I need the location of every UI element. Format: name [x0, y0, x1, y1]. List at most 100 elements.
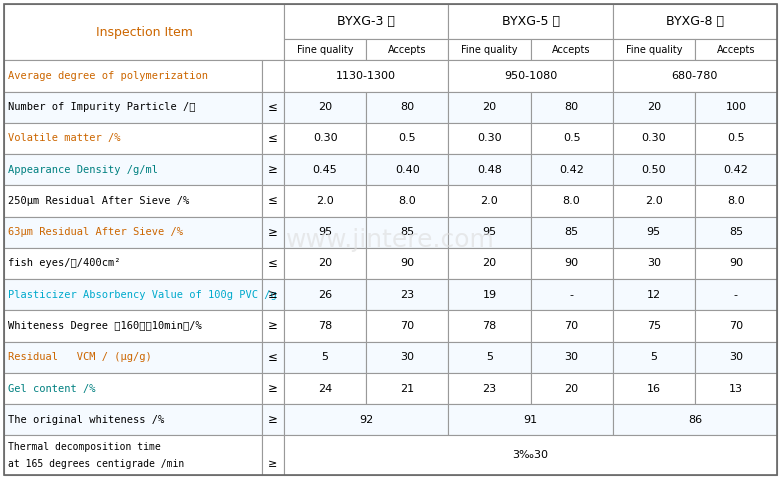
- Text: Whiteness Degree （160℃，10min）/%: Whiteness Degree （160℃，10min）/%: [8, 321, 201, 331]
- Bar: [4, 123, 262, 154]
- Text: BYXG-3 型: BYXG-3 型: [337, 15, 395, 28]
- Bar: [284, 123, 366, 154]
- Bar: [284, 373, 366, 404]
- Bar: [284, 404, 448, 435]
- Bar: [4, 60, 262, 91]
- Bar: [612, 123, 695, 154]
- Bar: [695, 39, 777, 60]
- Bar: [530, 342, 612, 373]
- Bar: [4, 185, 262, 217]
- Text: BYXG-8 型: BYXG-8 型: [666, 15, 724, 28]
- Bar: [262, 435, 284, 475]
- Text: 19: 19: [483, 290, 497, 300]
- Text: 8.0: 8.0: [398, 196, 416, 206]
- Text: ≥: ≥: [268, 319, 278, 332]
- Bar: [262, 60, 284, 91]
- Bar: [262, 123, 284, 154]
- Text: www.jintere.com: www.jintere.com: [286, 228, 494, 252]
- Bar: [4, 404, 262, 435]
- Bar: [284, 60, 448, 91]
- Text: Plasticizer Absorbency Value of 100g PVC /g: Plasticizer Absorbency Value of 100g PVC…: [8, 290, 276, 300]
- Bar: [284, 4, 448, 39]
- Bar: [262, 404, 284, 435]
- Text: 20: 20: [483, 102, 497, 112]
- Text: Fine quality: Fine quality: [626, 45, 682, 55]
- Text: BYXG-5 型: BYXG-5 型: [501, 15, 559, 28]
- Bar: [448, 154, 530, 185]
- Text: 78: 78: [483, 321, 497, 331]
- Bar: [695, 185, 777, 217]
- Bar: [448, 404, 612, 435]
- Text: Thermal decomposition time: Thermal decomposition time: [8, 442, 161, 452]
- Bar: [695, 373, 777, 404]
- Bar: [4, 310, 262, 342]
- Text: 0.42: 0.42: [723, 165, 748, 175]
- Bar: [530, 185, 612, 217]
- Text: 95: 95: [318, 227, 332, 237]
- Text: 13: 13: [729, 384, 743, 394]
- Bar: [262, 342, 284, 373]
- Text: ≤: ≤: [268, 351, 278, 364]
- Text: ≥: ≥: [268, 382, 278, 395]
- Text: -: -: [569, 290, 573, 300]
- Text: 70: 70: [400, 321, 414, 331]
- Bar: [4, 435, 262, 475]
- Bar: [262, 373, 284, 404]
- Bar: [612, 373, 695, 404]
- Bar: [4, 279, 262, 310]
- Bar: [695, 154, 777, 185]
- Text: 86: 86: [688, 415, 702, 425]
- Bar: [695, 217, 777, 248]
- Text: 95: 95: [483, 227, 497, 237]
- Bar: [612, 91, 695, 123]
- Bar: [448, 373, 530, 404]
- Text: Appearance Density /g/ml: Appearance Density /g/ml: [8, 165, 158, 175]
- Text: Fine quality: Fine quality: [297, 45, 353, 55]
- Text: -: -: [734, 290, 738, 300]
- Text: 0.30: 0.30: [641, 134, 666, 143]
- Text: 30: 30: [400, 352, 414, 362]
- Bar: [366, 185, 448, 217]
- Bar: [612, 310, 695, 342]
- Bar: [284, 39, 366, 60]
- Bar: [284, 185, 366, 217]
- Bar: [284, 310, 366, 342]
- Text: 0.30: 0.30: [477, 134, 501, 143]
- Bar: [4, 342, 262, 373]
- Bar: [4, 217, 262, 248]
- Text: Accepts: Accepts: [552, 45, 591, 55]
- Text: 20: 20: [647, 102, 661, 112]
- Text: 23: 23: [483, 384, 497, 394]
- Text: ≥: ≥: [268, 413, 278, 426]
- Bar: [530, 39, 612, 60]
- Bar: [530, 91, 612, 123]
- Text: 20: 20: [483, 259, 497, 268]
- Bar: [530, 310, 612, 342]
- Text: 30: 30: [565, 352, 579, 362]
- Text: 0.5: 0.5: [727, 134, 745, 143]
- Bar: [366, 154, 448, 185]
- Bar: [366, 342, 448, 373]
- Text: 80: 80: [400, 102, 414, 112]
- Text: at 165 degrees centigrade /min: at 165 degrees centigrade /min: [8, 459, 184, 469]
- Text: 0.5: 0.5: [398, 134, 416, 143]
- Text: ≥: ≥: [269, 459, 278, 469]
- Bar: [366, 39, 448, 60]
- Text: 2.0: 2.0: [645, 196, 662, 206]
- Text: 5: 5: [322, 352, 329, 362]
- Text: 0.45: 0.45: [312, 165, 337, 175]
- Bar: [448, 248, 530, 279]
- Text: 0.42: 0.42: [559, 165, 584, 175]
- Bar: [366, 91, 448, 123]
- Bar: [284, 154, 366, 185]
- Text: 90: 90: [565, 259, 579, 268]
- Bar: [448, 91, 530, 123]
- Text: 950-1080: 950-1080: [504, 71, 557, 81]
- Bar: [366, 279, 448, 310]
- Text: 30: 30: [647, 259, 661, 268]
- Text: ≤: ≤: [268, 257, 278, 270]
- Bar: [695, 279, 777, 310]
- Bar: [448, 123, 530, 154]
- Text: 75: 75: [647, 321, 661, 331]
- Text: 24: 24: [318, 384, 332, 394]
